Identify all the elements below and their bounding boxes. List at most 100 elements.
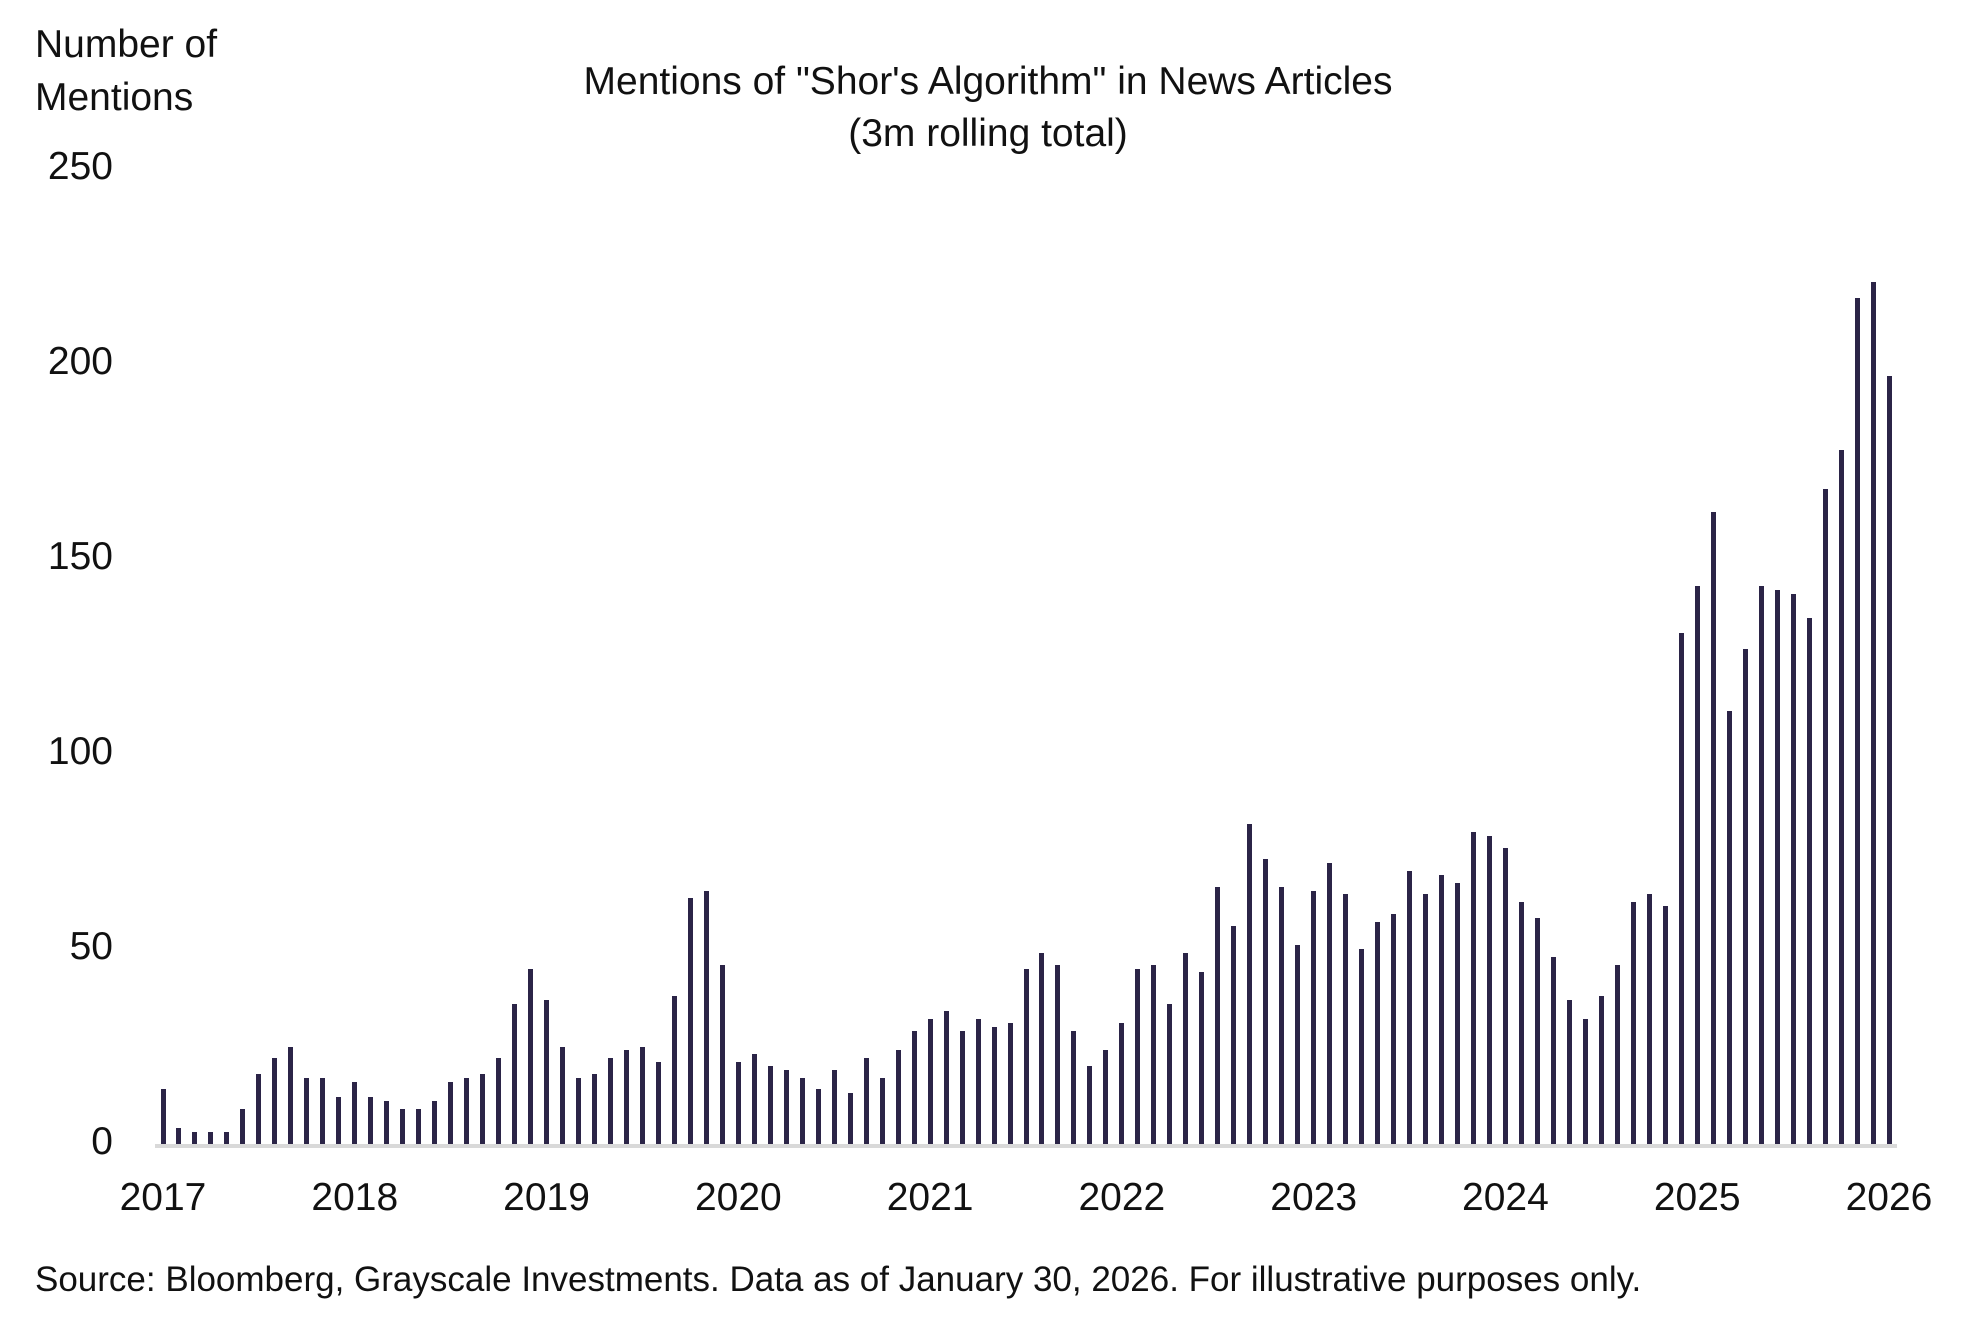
bar-2018-01	[352, 1081, 358, 1144]
y-axis-title: Number of Mentions	[35, 18, 217, 124]
bar-2021-08	[1039, 952, 1045, 1144]
bar-2020-06	[815, 1089, 821, 1144]
bar-2023-11	[1470, 832, 1476, 1144]
bar-2024-01	[1502, 847, 1508, 1144]
bar-2023-07	[1407, 871, 1413, 1144]
bar-2017-03	[192, 1132, 198, 1144]
bar-2017-06	[240, 1108, 246, 1144]
chart-title: Mentions of "Shor's Algorithm" in News A…	[0, 56, 1976, 160]
bar-2025-10	[1838, 449, 1844, 1144]
x-tick-label: 2021	[886, 1176, 974, 1219]
bar-2023-08	[1423, 894, 1429, 1144]
bar-2020-09	[863, 1058, 869, 1144]
x-tick-label: 2026	[1845, 1176, 1933, 1219]
source-note: Source: Bloomberg, Grayscale Investments…	[35, 1260, 1642, 1299]
bar-2025-02	[1710, 512, 1716, 1144]
bar-2018-10	[496, 1058, 502, 1144]
bar-2024-09	[1630, 902, 1636, 1144]
bar-2021-07	[1023, 968, 1029, 1144]
bar-2018-04	[400, 1108, 406, 1144]
x-tick-label: 2017	[119, 1176, 207, 1219]
bar-2021-06	[1007, 1023, 1013, 1144]
bar-2022-03	[1151, 964, 1157, 1144]
bar-2018-06	[432, 1101, 438, 1144]
x-tick-label: 2023	[1270, 1176, 1358, 1219]
bar-2025-06	[1774, 590, 1780, 1144]
bar-2022-07	[1215, 886, 1221, 1144]
bar-2021-04	[975, 1019, 981, 1144]
bar-2018-12	[528, 968, 534, 1144]
x-tick-label: 2024	[1462, 1176, 1549, 1219]
bar-2021-10	[1071, 1030, 1077, 1144]
bar-2024-04	[1550, 956, 1556, 1144]
bar-2017-08	[272, 1058, 278, 1144]
bar-2020-04	[783, 1069, 789, 1144]
bar-2019-04	[592, 1073, 597, 1144]
bar-2022-08	[1231, 925, 1237, 1144]
y-axis-title-line1: Number of	[35, 23, 218, 66]
y-tick-label: 250	[47, 145, 113, 188]
y-tick-label: 100	[47, 730, 113, 773]
bar-2022-02	[1135, 968, 1141, 1144]
bar-2020-07	[831, 1069, 837, 1144]
bar-2022-05	[1183, 952, 1189, 1144]
bar-2024-11	[1662, 906, 1668, 1144]
bar-2022-10	[1263, 859, 1269, 1144]
bar-2020-02	[751, 1054, 757, 1144]
bar-2026-01	[1886, 375, 1892, 1144]
bar-2025-03	[1726, 711, 1732, 1144]
bar-2020-03	[767, 1066, 773, 1144]
bar-2019-05	[607, 1058, 613, 1144]
x-tick-label: 2025	[1653, 1176, 1741, 1219]
bar-2024-07	[1598, 995, 1604, 1144]
y-tick-label: 0	[91, 1120, 113, 1163]
bar-2023-03	[1343, 894, 1349, 1144]
bar-2021-12	[1103, 1050, 1109, 1144]
x-tick-label: 2022	[1078, 1176, 1166, 1219]
bar-2019-09	[671, 995, 677, 1144]
y-tick-label: 150	[47, 535, 113, 578]
bar-2017-09	[288, 1046, 294, 1144]
bar-2024-08	[1614, 964, 1620, 1144]
bar-2018-11	[512, 1003, 518, 1144]
bar-2017-11	[320, 1077, 326, 1144]
bar-2023-12	[1486, 835, 1492, 1144]
bar-2025-12	[1870, 282, 1876, 1144]
bar-2025-01	[1694, 586, 1700, 1144]
bar-2020-12	[911, 1030, 917, 1144]
bar-2022-11	[1279, 886, 1285, 1144]
bar-2019-11	[703, 890, 709, 1144]
bar-2024-06	[1582, 1019, 1588, 1144]
x-tick-label: 2020	[694, 1176, 782, 1219]
bar-2018-08	[464, 1077, 470, 1144]
bar-2024-12	[1678, 633, 1684, 1144]
bar-2025-11	[1854, 297, 1860, 1144]
bar-2021-09	[1055, 964, 1061, 1144]
bar-2025-08	[1806, 617, 1812, 1144]
bar-2018-09	[480, 1073, 486, 1144]
bar-2025-07	[1790, 594, 1796, 1144]
bar-2023-04	[1359, 949, 1365, 1144]
bar-2019-02	[560, 1046, 566, 1144]
bar-2017-12	[336, 1097, 342, 1144]
chart-title-line2: (3m rolling total)	[848, 112, 1128, 155]
y-tick-label: 200	[47, 340, 113, 383]
bar-2023-05	[1375, 921, 1381, 1144]
bar-2019-10	[687, 898, 693, 1144]
bar-2021-11	[1087, 1066, 1093, 1144]
bar-2024-10	[1646, 894, 1652, 1144]
bar-2019-07	[639, 1046, 645, 1144]
bar-2024-02	[1518, 902, 1524, 1144]
x-tick-label: 2018	[311, 1176, 399, 1219]
bar-2022-04	[1167, 1003, 1173, 1144]
bar-2019-08	[655, 1062, 661, 1144]
y-tick-label: 50	[69, 925, 113, 968]
bar-2020-11	[895, 1050, 901, 1144]
bar-2018-07	[448, 1081, 454, 1144]
bar-2017-05	[224, 1132, 230, 1144]
bar-2018-05	[416, 1108, 422, 1144]
bar-2020-01	[735, 1062, 741, 1144]
bar-2018-02	[368, 1097, 374, 1144]
chart-title-line1: Mentions of "Shor's Algorithm" in News A…	[583, 60, 1393, 103]
